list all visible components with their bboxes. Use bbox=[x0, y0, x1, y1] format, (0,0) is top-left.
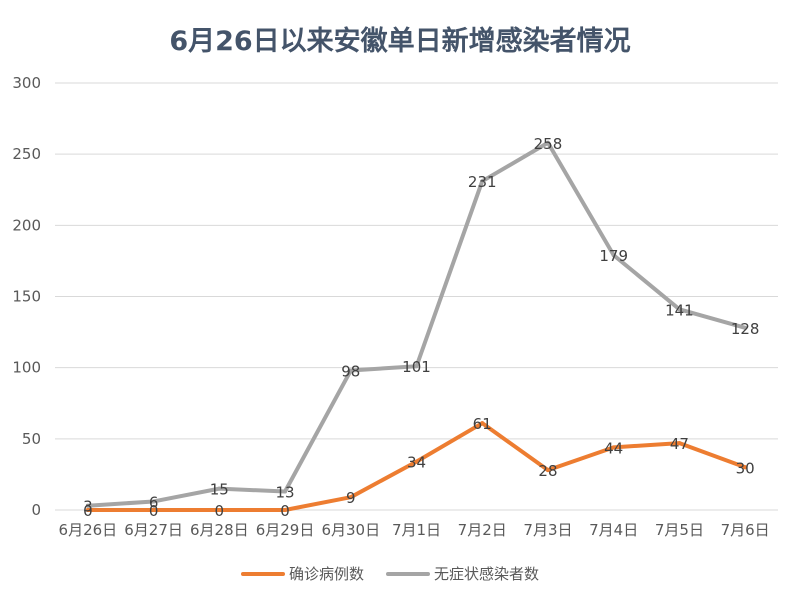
data-label: 3 bbox=[83, 498, 93, 516]
data-label: 44 bbox=[604, 439, 623, 457]
data-label: 6 bbox=[149, 493, 159, 511]
data-label: 15 bbox=[210, 481, 229, 499]
data-point bbox=[283, 508, 288, 512]
data-point bbox=[85, 508, 90, 512]
data-point bbox=[414, 459, 419, 464]
data-point bbox=[743, 325, 748, 330]
y-tick-label: 50 bbox=[22, 430, 41, 448]
data-point bbox=[480, 179, 485, 184]
data-point bbox=[545, 140, 550, 145]
x-tick-label: 7月1日 bbox=[392, 521, 441, 539]
y-axis-ticks: 0 50 100 150 200 250 300 bbox=[12, 74, 41, 519]
data-point bbox=[85, 503, 90, 508]
data-label: 34 bbox=[407, 454, 426, 472]
x-tick-label: 7月5日 bbox=[655, 521, 704, 539]
y-tick-label: 200 bbox=[12, 216, 41, 234]
x-tick-label: 7月2日 bbox=[458, 521, 507, 539]
legend-label: 无症状感染者数 bbox=[434, 565, 539, 583]
series-lines bbox=[85, 140, 748, 512]
data-label: 0 bbox=[215, 502, 225, 520]
data-label: 231 bbox=[468, 173, 497, 191]
x-tick-label: 7月6日 bbox=[721, 521, 770, 539]
y-tick-label: 150 bbox=[12, 288, 41, 306]
data-label: 0 bbox=[83, 502, 93, 520]
chart-title: 6月26日以来安徽单日新增感染者情况 bbox=[169, 25, 630, 57]
y-tick-label: 100 bbox=[12, 359, 41, 377]
data-label: 30 bbox=[736, 459, 755, 477]
data-label: 0 bbox=[149, 502, 159, 520]
data-point bbox=[480, 421, 485, 426]
data-point bbox=[545, 468, 550, 473]
series-line-1 bbox=[85, 140, 748, 508]
x-tick-label: 7月4日 bbox=[589, 521, 638, 539]
data-point bbox=[677, 441, 682, 446]
legend-label: 确诊病例数 bbox=[289, 565, 364, 583]
legend: 确诊病例数 无症状感染者数 bbox=[241, 565, 539, 583]
data-label: 61 bbox=[473, 415, 492, 433]
data-point bbox=[348, 368, 353, 373]
data-label: 28 bbox=[538, 462, 557, 480]
x-tick-label: 6月30日 bbox=[321, 521, 380, 539]
data-label: 128 bbox=[731, 320, 760, 338]
data-point bbox=[611, 445, 616, 450]
data-label: 0 bbox=[280, 502, 290, 520]
x-tick-label: 6月26日 bbox=[59, 521, 118, 539]
data-labels: 0 0 0 0 9 34 61 28 44 47 30 3 6 15 13 98 101 231 258 179 141… bbox=[83, 135, 759, 520]
y-tick-label: 0 bbox=[31, 501, 41, 519]
data-label: 98 bbox=[341, 363, 360, 381]
data-label: 9 bbox=[346, 489, 356, 507]
data-label: 179 bbox=[599, 247, 628, 265]
data-label: 258 bbox=[534, 135, 563, 153]
y-tick-label: 300 bbox=[12, 74, 41, 92]
x-tick-label: 6月27日 bbox=[124, 521, 183, 539]
data-point bbox=[283, 489, 288, 494]
data-point bbox=[611, 253, 616, 258]
data-label: 141 bbox=[665, 301, 694, 319]
data-label: 47 bbox=[670, 435, 689, 453]
data-point bbox=[743, 465, 748, 470]
data-point bbox=[217, 486, 222, 491]
data-label: 13 bbox=[275, 483, 294, 501]
x-tick-label: 6月28日 bbox=[190, 521, 249, 539]
data-point bbox=[217, 508, 222, 512]
x-axis-ticks: 6月26日 6月27日 6月28日 6月29日 6月30日 7月1日 7月2日 7月3日 7月4… bbox=[59, 521, 770, 539]
data-point bbox=[151, 508, 156, 512]
data-point bbox=[151, 499, 156, 504]
data-point bbox=[348, 495, 353, 500]
x-tick-label: 6月29日 bbox=[256, 521, 315, 539]
data-point bbox=[677, 307, 682, 312]
data-point bbox=[414, 364, 419, 369]
x-tick-label: 7月3日 bbox=[523, 521, 572, 539]
data-label: 101 bbox=[402, 358, 431, 376]
y-tick-label: 250 bbox=[12, 145, 41, 163]
